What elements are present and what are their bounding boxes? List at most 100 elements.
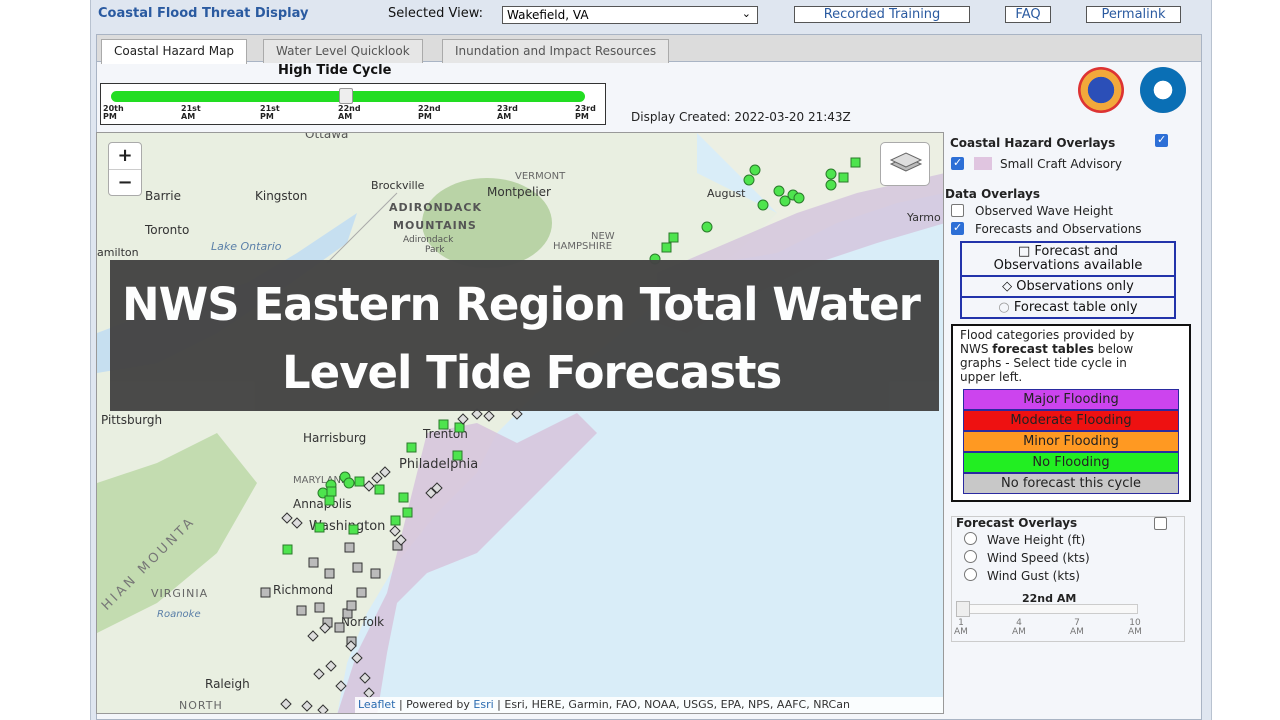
forecast-slider-tick: 7 AM bbox=[1070, 618, 1084, 637]
tide-tick: 20th PM bbox=[103, 104, 124, 121]
wind-speed-label: Wind Speed (kts) bbox=[987, 551, 1090, 565]
map-view[interactable]: Ottawa Barrie Kingston Brockville Montpe… bbox=[96, 132, 944, 714]
data-overlays-heading: Data Overlays bbox=[945, 187, 1040, 201]
forecasts-observations-label: Forecasts and Observations bbox=[975, 222, 1142, 236]
map-label: MOUNTAINS bbox=[393, 219, 477, 232]
small-craft-advisory-checkbox[interactable] bbox=[951, 156, 964, 170]
map-attribution: Leaflet | Powered by Esri | Esri, HERE, … bbox=[355, 697, 943, 713]
tide-tick: 22nd PM bbox=[418, 104, 441, 121]
tide-tick: 23rd AM bbox=[497, 104, 518, 121]
esri-link[interactable]: Esri bbox=[473, 698, 494, 711]
faq-button[interactable]: FAQ bbox=[1005, 6, 1051, 23]
circle-icon: ○ bbox=[998, 300, 1010, 315]
chevron-down-icon: ⌄ bbox=[741, 7, 751, 20]
zoom-control: + − bbox=[108, 142, 142, 196]
coastal-hazard-overlays-checkbox[interactable] bbox=[1155, 133, 1168, 147]
map-label: NORTH bbox=[179, 699, 223, 712]
map-label: Raleigh bbox=[205, 677, 250, 691]
station-markers bbox=[260, 157, 861, 713]
flood-categories-box: Flood categories provided by NWS forecas… bbox=[951, 324, 1191, 502]
tab-inundation-resources[interactable]: Inundation and Impact Resources bbox=[442, 39, 670, 63]
map-label: amilton bbox=[97, 246, 139, 259]
small-craft-swatch bbox=[974, 157, 992, 170]
wind-gust-label: Wind Gust (kts) bbox=[987, 569, 1080, 583]
layers-button[interactable] bbox=[880, 142, 930, 186]
top-bar: Coastal Flood Threat Display Selected Vi… bbox=[90, 0, 1212, 30]
selected-view-label: Selected View: bbox=[388, 6, 484, 21]
forecast-slider-tick: 4 AM bbox=[1012, 618, 1026, 637]
map-label: Brockville bbox=[371, 179, 425, 192]
forecast-slider-label: 22nd AM bbox=[1022, 592, 1077, 605]
map-label: ADIRONDACK bbox=[389, 201, 483, 214]
map-label: MARYLAND bbox=[293, 475, 349, 486]
wind-speed-radio[interactable] bbox=[964, 550, 977, 563]
leaflet-link[interactable]: Leaflet bbox=[358, 698, 396, 711]
title-overlay: NWS Eastern Region Total Water Level Tid… bbox=[110, 260, 939, 411]
selected-view-value: Wakefield, VA bbox=[507, 8, 589, 22]
square-icon: □ bbox=[1017, 244, 1031, 259]
coastal-hazard-overlays-heading: Coastal Hazard Overlays bbox=[950, 136, 1116, 150]
tide-cycle-slider[interactable]: 20th PM 21st AM 21st PM 22nd AM 22nd PM 23rd A… bbox=[100, 83, 606, 125]
map-label: Annapolis bbox=[293, 497, 352, 511]
small-craft-advisory-label: Small Craft Advisory bbox=[1000, 157, 1123, 171]
map-label: Barrie bbox=[145, 189, 181, 203]
map-label: Philadelphia bbox=[399, 457, 479, 472]
flood-none: No Flooding bbox=[963, 452, 1179, 473]
map-label: HAMPSHIRE bbox=[553, 241, 613, 252]
nws-logo bbox=[1078, 67, 1124, 113]
wave-height-label: Wave Height (ft) bbox=[987, 533, 1086, 547]
zoom-out-button[interactable]: − bbox=[117, 172, 133, 193]
flood-minor: Minor Flooding bbox=[963, 431, 1179, 452]
legend-forecast-table-only: ○ Forecast table only bbox=[998, 300, 1138, 315]
map-label: Ottawa bbox=[305, 132, 349, 141]
forecast-overlays-checkbox[interactable] bbox=[1154, 517, 1167, 530]
layers-icon bbox=[889, 152, 923, 172]
forecast-slider-tick: 10 AM bbox=[1128, 618, 1142, 637]
flood-no-forecast: No forecast this cycle bbox=[963, 473, 1179, 494]
flood-categories-info: Flood categories provided by NWS forecas… bbox=[960, 328, 1135, 384]
map-label: Yarmo bbox=[907, 211, 941, 224]
wind-gust-radio[interactable] bbox=[964, 568, 977, 581]
forecasts-observations-checkbox[interactable] bbox=[951, 221, 964, 235]
map-label: August bbox=[707, 187, 746, 200]
forecast-slider-track[interactable] bbox=[956, 604, 1138, 614]
flood-major: Major Flooding bbox=[963, 389, 1179, 410]
flood-moderate: Moderate Flooding bbox=[963, 410, 1179, 431]
map-label: Pittsburgh bbox=[101, 413, 163, 427]
map-label: Washington bbox=[309, 519, 386, 534]
permalink-button[interactable]: Permalink bbox=[1086, 6, 1181, 23]
tide-tick: 23rd PM bbox=[575, 104, 596, 121]
map-label: Harrisburg bbox=[303, 431, 367, 445]
legend-observations-only: ◇ Observations only bbox=[962, 277, 1174, 298]
tide-tick: 21st PM bbox=[260, 104, 280, 121]
map-label: VERMONT bbox=[515, 171, 566, 182]
map-label: VIRGINIA bbox=[151, 587, 209, 600]
tab-coastal-hazard-map[interactable]: Coastal Hazard Map bbox=[101, 39, 248, 64]
display-created: Display Created: 2022-03-20 21:43Z bbox=[631, 110, 851, 124]
tide-tick: 22nd AM bbox=[338, 104, 361, 121]
tab-bar: Coastal Hazard Map Water Level Quicklook… bbox=[96, 34, 1202, 64]
overlay-title-line2: Level Tide Forecasts bbox=[282, 346, 782, 399]
map-label: Lake Ontario bbox=[211, 240, 282, 253]
map-label: Kingston bbox=[255, 189, 308, 203]
observed-wave-height-label: Observed Wave Height bbox=[975, 204, 1113, 218]
map-label: Adirondack bbox=[403, 235, 454, 245]
tide-tick: 21st AM bbox=[181, 104, 201, 121]
tide-slider-handle[interactable] bbox=[339, 88, 353, 104]
forecast-slider-handle[interactable] bbox=[956, 601, 970, 617]
overlay-title-line1: NWS Eastern Region Total Water bbox=[122, 278, 921, 331]
selected-view-select[interactable]: Wakefield, VA ⌄ bbox=[502, 6, 758, 24]
tide-cycle-title: High Tide Cycle bbox=[278, 63, 392, 78]
marker-legend: □ Forecast and Observations available ◇ O… bbox=[960, 241, 1176, 319]
noaa-logo bbox=[1140, 67, 1186, 113]
map-label: Park bbox=[425, 245, 445, 255]
zoom-in-button[interactable]: + bbox=[109, 143, 141, 170]
map-label: Roanoke bbox=[157, 609, 201, 620]
recorded-training-button[interactable]: Recorded Training bbox=[794, 6, 970, 23]
forecast-overlays-box bbox=[951, 516, 1185, 642]
observed-wave-height-checkbox[interactable] bbox=[951, 204, 964, 217]
forecast-overlays-heading: Forecast Overlays bbox=[956, 516, 1078, 530]
wave-height-radio[interactable] bbox=[964, 532, 977, 545]
tab-water-level-quicklook[interactable]: Water Level Quicklook bbox=[263, 39, 423, 63]
forecast-slider-tick: 1 AM bbox=[954, 618, 968, 637]
